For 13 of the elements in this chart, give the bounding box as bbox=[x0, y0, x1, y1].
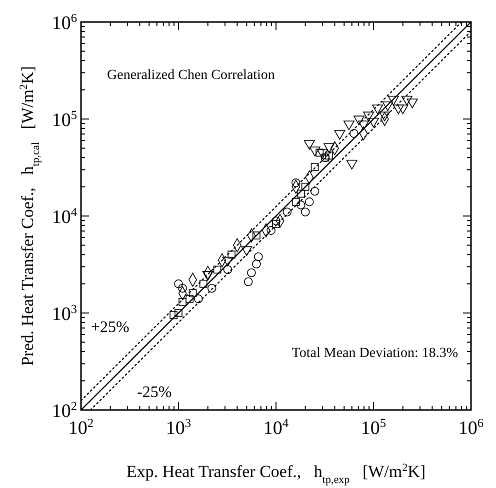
annotation: +25% bbox=[91, 319, 130, 336]
x-tick-label: 10$^{5}$ bbox=[360, 416, 386, 439]
annotation: Total Mean Deviation: 18.3% bbox=[292, 346, 458, 361]
annotation: -25% bbox=[137, 384, 172, 401]
x-axis-title: Exp. Heat Transfer Coef., h$_{tp,exp}$ [W/m$^{2}$K] bbox=[126, 462, 426, 486]
x-tick-label: 10$^{3}$ bbox=[166, 416, 192, 439]
y-tick-label: 10$^{5}$ bbox=[52, 108, 77, 131]
y-tick-label: 10$^{4}$ bbox=[52, 205, 77, 228]
x-tick-label: 10$^{6}$ bbox=[458, 416, 484, 439]
y-tick-label: 10$^{3}$ bbox=[52, 302, 77, 325]
y-tick-label: 10$^{6}$ bbox=[52, 11, 77, 34]
x-tick-label: 10$^{4}$ bbox=[263, 416, 289, 439]
annotation: Generalized Chen Correlation bbox=[107, 68, 275, 83]
